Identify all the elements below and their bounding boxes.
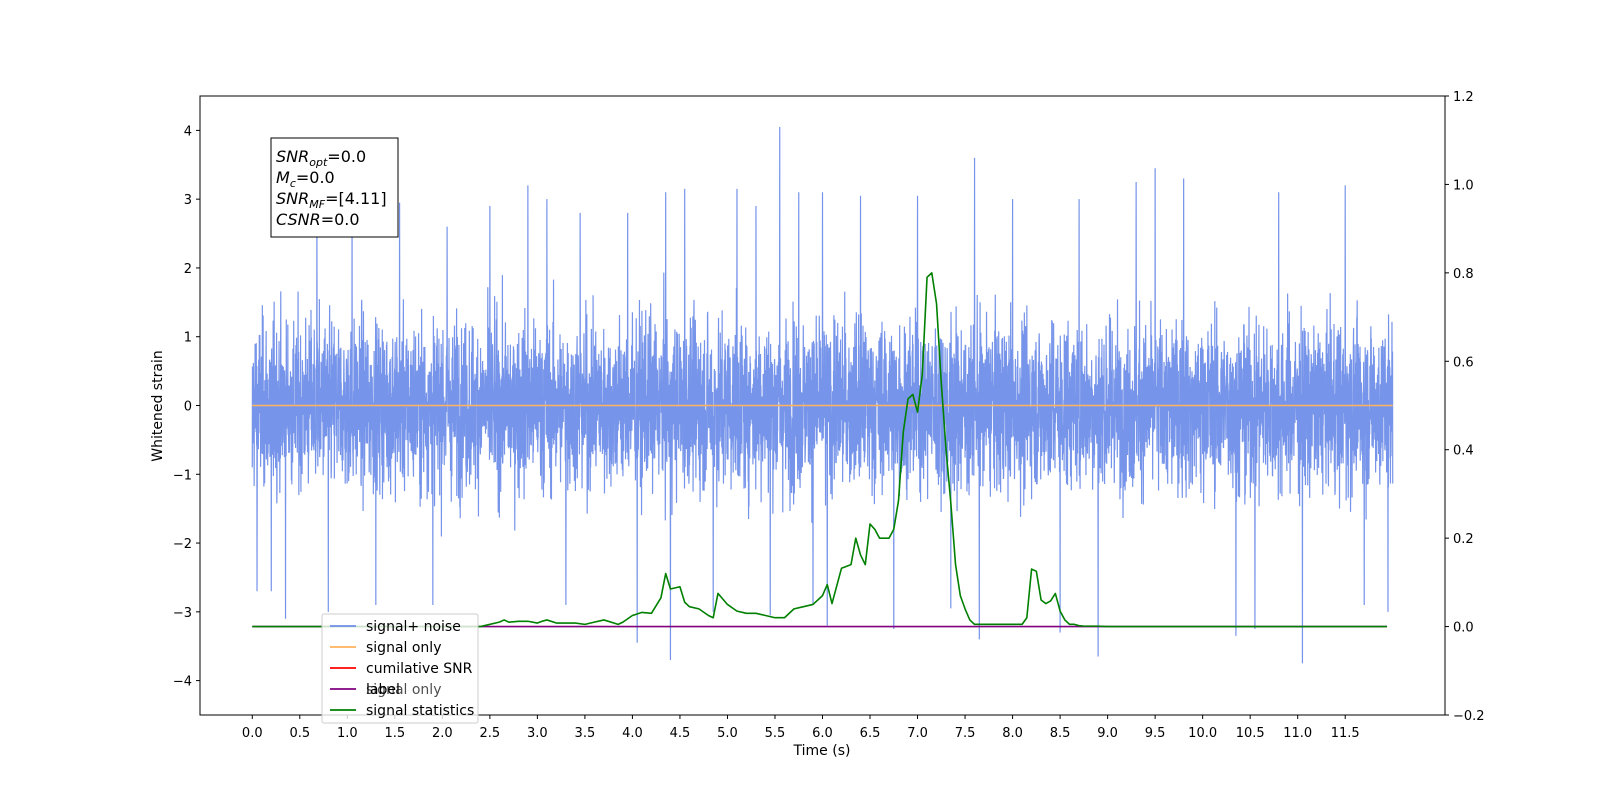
x-tick-label: 6.5 <box>860 726 881 741</box>
x-tick-label: 8.0 <box>1002 726 1023 741</box>
x-tick-label: 4.5 <box>670 726 691 741</box>
x-axis: 0.0 0.5 1.0 1.5 2.0 2.5 3.0 3.5 4.0 4.5 5.0 5.5 6.0 6… <box>242 715 1360 741</box>
x-tick-label: 2.5 <box>480 726 501 741</box>
x-tick-label: 10.0 <box>1188 726 1217 741</box>
x-tick-label: 3.5 <box>575 726 596 741</box>
y-tick-label: −4 <box>173 675 192 690</box>
y-tick-label: −1 <box>173 468 192 483</box>
x-tick-label: 11.0 <box>1283 726 1312 741</box>
info-box-frame <box>270 137 399 238</box>
x-tick-label: 9.0 <box>1097 726 1118 741</box>
x-tick-label: 11.5 <box>1331 726 1360 741</box>
y2-tick-label: 1.2 <box>1453 90 1474 105</box>
legend: signal+ noise signal only cumilative SNR la… <box>321 613 479 724</box>
x-tick-label: 7.0 <box>907 726 928 741</box>
x-tick-label: 2.0 <box>432 726 453 741</box>
signal-noise-trace <box>251 126 1394 664</box>
y-tick-label: 1 <box>184 331 192 346</box>
x-tick-label: 1.5 <box>384 726 405 741</box>
legend-label: signal statistics <box>366 703 474 719</box>
legend-label: signal only <box>366 640 441 656</box>
left-y-axis: 4 3 2 1 0 −1 −2 −3 −4 <box>173 124 200 690</box>
x-tick-label: 7.5 <box>955 726 976 741</box>
legend-label: label <box>366 682 400 698</box>
x-tick-label: 5.0 <box>717 726 738 741</box>
y2-tick-label: −0.2 <box>1453 709 1485 724</box>
x-tick-label: 10.5 <box>1236 726 1265 741</box>
legend-label: cumilative SNR <box>366 661 473 677</box>
info-box-line: Mc=0.0 <box>276 168 335 190</box>
legend-frame <box>321 613 479 724</box>
y2-tick-label: 0.0 <box>1453 621 1474 636</box>
y-tick-label: 4 <box>184 124 192 139</box>
legend-hidden-label: signal only <box>366 682 441 698</box>
y-axis-label: Whitened strain <box>150 350 166 461</box>
info-box-line: SNRMF=[4.11] <box>276 189 387 211</box>
series-line-signal-noise <box>251 126 1394 664</box>
info-box-line: SNRopt=0.0 <box>276 147 366 169</box>
x-tick-label: 9.5 <box>1145 726 1166 741</box>
x-tick-label: 0.0 <box>242 726 263 741</box>
y2-tick-label: 0.4 <box>1453 444 1474 459</box>
right-y-axis: 1.2 1.0 0.8 0.6 0.4 0.2 0.0 −0.2 <box>1445 90 1485 724</box>
y-tick-label: 3 <box>184 193 192 208</box>
y-tick-label: −2 <box>173 537 192 552</box>
x-tick-label: 8.5 <box>1050 726 1071 741</box>
y2-tick-label: 0.6 <box>1453 355 1474 370</box>
info-box-line: CSNR=0.0 <box>276 210 360 229</box>
y2-tick-label: 0.8 <box>1453 267 1474 282</box>
y2-tick-label: 0.2 <box>1453 532 1474 547</box>
legend-label: signal+ noise <box>366 619 461 635</box>
y-tick-label: 2 <box>184 262 192 277</box>
x-tick-label: 1.0 <box>337 726 358 741</box>
x-tick-label: 4.0 <box>622 726 643 741</box>
x-tick-label: 6.0 <box>812 726 833 741</box>
x-tick-label: 3.0 <box>527 726 548 741</box>
x-tick-label: 5.5 <box>765 726 786 741</box>
y-tick-label: −3 <box>173 606 192 621</box>
x-axis-label: Time (s) <box>793 743 851 759</box>
y2-tick-label: 1.0 <box>1453 178 1474 193</box>
y-tick-label: 0 <box>184 400 192 415</box>
series-line-signal-statistics <box>252 272 1388 628</box>
x-tick-label: 0.5 <box>289 726 310 741</box>
